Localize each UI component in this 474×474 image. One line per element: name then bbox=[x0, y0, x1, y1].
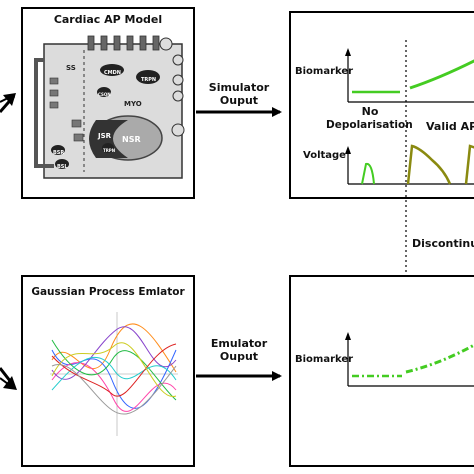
nsr-label: NSR bbox=[122, 135, 141, 144]
voltage-axes bbox=[345, 146, 474, 185]
biomarker-label-bottom: Biomarker bbox=[295, 354, 354, 365]
simulator-arrow-label-1: Simulator bbox=[208, 81, 270, 94]
myo-label: MYO bbox=[124, 100, 142, 108]
csqn-label: CSQN bbox=[98, 92, 111, 97]
biomarker-axes-bottom bbox=[345, 332, 474, 387]
emulator-output-panel bbox=[289, 275, 474, 467]
gp-emulator-title: Gaussian Process Emlator bbox=[31, 286, 185, 298]
jsr-label: JSR bbox=[98, 132, 112, 140]
cell-diagram bbox=[34, 35, 185, 179]
simulator-output-panel bbox=[289, 11, 474, 199]
trpn-label-2: TRPN bbox=[103, 148, 116, 153]
no-depolarisation-label-2: Depolarisation bbox=[326, 119, 413, 131]
ss-label: SS bbox=[66, 64, 76, 72]
discontinuity-label: Discontinuity bbox=[412, 237, 474, 250]
cmdn-label: CMDN bbox=[104, 70, 121, 76]
voltage-ap-curve bbox=[406, 144, 452, 185]
valid-ap-label: Valid AP bbox=[426, 120, 474, 133]
voltage-ap-curve-2 bbox=[464, 144, 474, 185]
voltage-label: Voltage bbox=[303, 150, 346, 161]
incoming-arrow-bottom bbox=[0, 367, 17, 390]
biomarker-rising-curve bbox=[409, 59, 474, 90]
cardiac-model-title: Cardiac AP Model bbox=[53, 13, 163, 26]
emulated-rising-curve bbox=[405, 343, 474, 374]
voltage-small-spike bbox=[361, 162, 375, 185]
biomarker-axes-top bbox=[345, 48, 474, 103]
simulator-arrow-label-2: Ouput bbox=[219, 94, 259, 107]
no-depolarisation-label-1: No bbox=[361, 105, 379, 118]
bsr-label: BSR bbox=[53, 150, 65, 156]
incoming-arrow-top bbox=[0, 93, 16, 113]
emulator-arrow-label-2: Ouput bbox=[219, 350, 259, 363]
trpn-label: TRPN bbox=[141, 77, 157, 83]
gp-sample-curves bbox=[50, 312, 178, 436]
biomarker-label-top: Biomarker bbox=[295, 66, 354, 77]
bsl-label: BSL bbox=[57, 164, 68, 170]
emulator-arrow-label-1: Emulator bbox=[210, 337, 268, 350]
